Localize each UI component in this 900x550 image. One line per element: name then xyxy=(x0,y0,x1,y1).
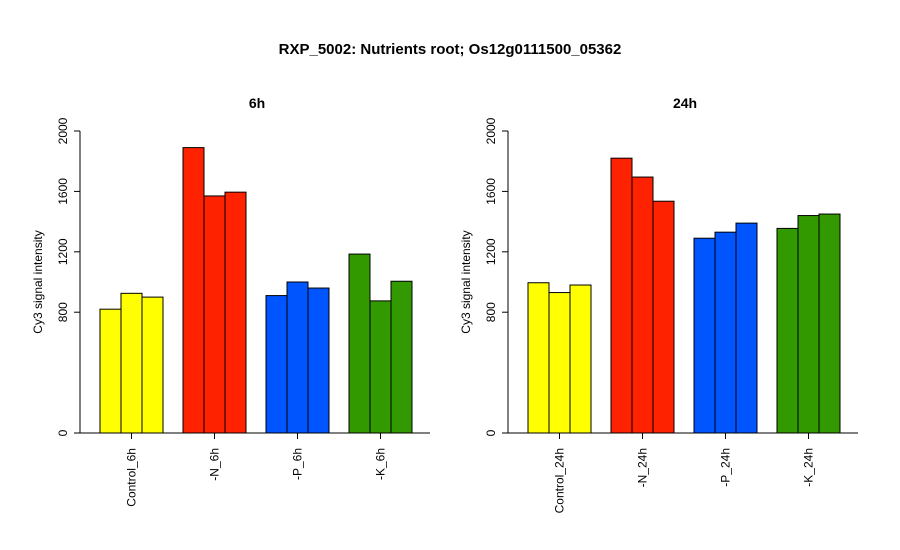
panel-title: 6h xyxy=(249,95,265,111)
bar xyxy=(735,222,758,434)
bar xyxy=(99,308,122,434)
category-label: -P_24h xyxy=(719,448,733,487)
category-label: Control_24h xyxy=(553,448,567,513)
y-tick-label: 800 xyxy=(484,302,498,322)
bar xyxy=(527,282,550,434)
bar xyxy=(818,213,841,434)
bar xyxy=(224,191,247,434)
bar xyxy=(652,200,675,434)
bar xyxy=(369,300,392,434)
bar xyxy=(776,227,799,434)
y-tick-label: 1200 xyxy=(484,238,498,265)
bar xyxy=(610,157,633,434)
bar xyxy=(693,237,716,434)
bar xyxy=(631,176,654,434)
y-tick-label: 0 xyxy=(56,429,70,436)
y-tick-label: 1600 xyxy=(484,178,498,205)
y-tick-label: 0 xyxy=(484,429,498,436)
y-tick-label: 800 xyxy=(56,302,70,322)
category-label: -K_24h xyxy=(802,448,816,487)
panel-title: 24h xyxy=(673,95,697,111)
bar xyxy=(265,295,288,434)
y-tick-label: 1200 xyxy=(56,238,70,265)
bar xyxy=(286,281,309,434)
chart-main-title: RXP_5002: Nutrients root; Os12g0111500_0… xyxy=(279,41,622,58)
y-axis-label: Cy3 signal intensity xyxy=(31,230,45,333)
bar xyxy=(141,296,164,434)
bar xyxy=(120,292,143,434)
bar xyxy=(714,231,737,434)
category-label: -N_24h xyxy=(636,448,650,487)
category-label: -K_6h xyxy=(374,448,388,480)
bar xyxy=(797,215,820,434)
chart-panel-1: 24h Cy3 signal intensity 0 800 1200 1600 2000 C… xyxy=(459,95,858,513)
bar xyxy=(182,147,205,434)
bar xyxy=(307,287,330,434)
y-tick-label: 2000 xyxy=(484,117,498,144)
y-axis-label: Cy3 signal intensity xyxy=(459,230,473,333)
bar xyxy=(348,253,371,434)
bar xyxy=(203,195,226,434)
y-tick-label: 2000 xyxy=(56,117,70,144)
category-label: -P_6h xyxy=(291,448,305,480)
chart-panel-0: 6h Cy3 signal intensity 0 800 1200 1600 2000 Co… xyxy=(31,95,430,507)
bar xyxy=(548,292,571,434)
bar xyxy=(569,284,592,434)
category-label: -N_6h xyxy=(208,448,222,481)
bar xyxy=(390,280,413,434)
category-label: Control_6h xyxy=(125,448,139,507)
y-tick-label: 1600 xyxy=(56,178,70,205)
